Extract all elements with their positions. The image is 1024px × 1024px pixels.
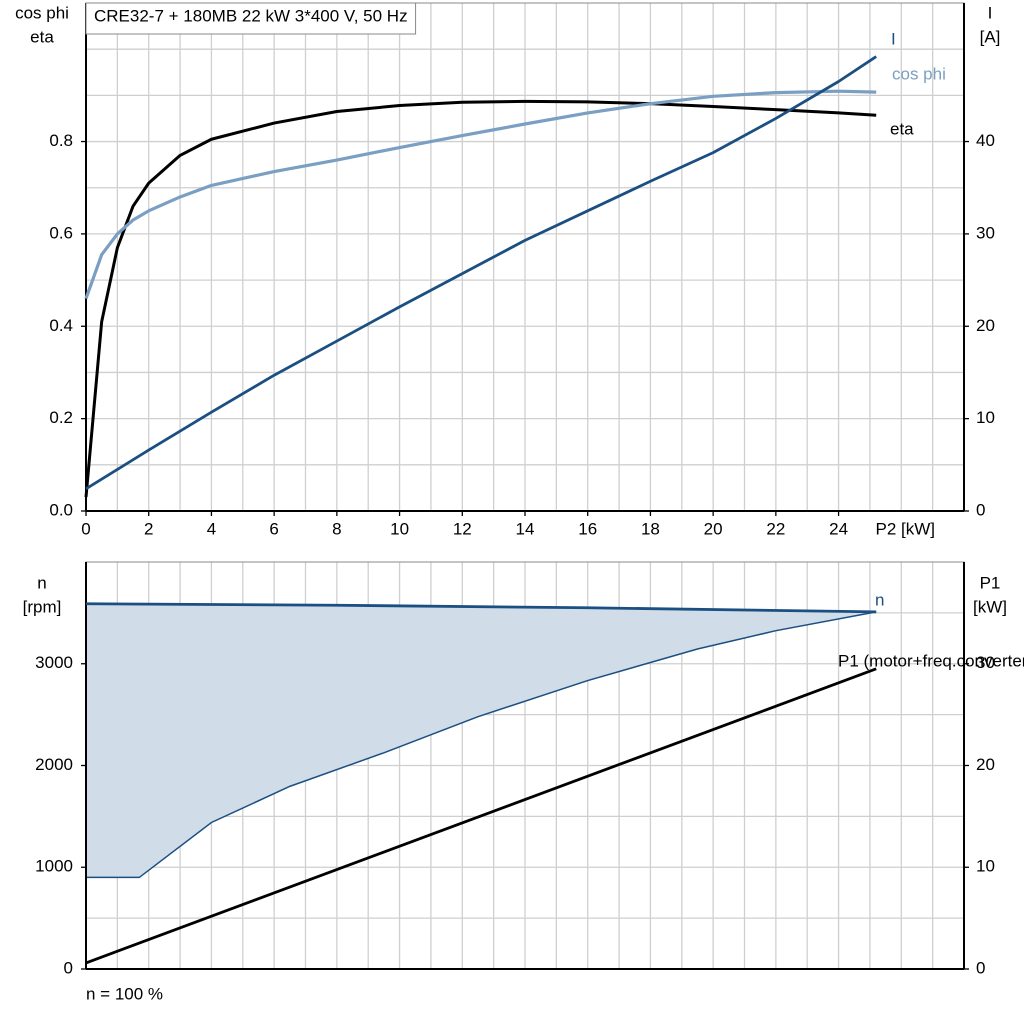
- series-label: eta: [890, 119, 914, 138]
- y2-tick-label: 20: [976, 755, 995, 774]
- y2-axis-label: I: [988, 3, 993, 22]
- y-tick-label: 3000: [35, 653, 73, 672]
- x-tick-label: 2: [144, 519, 153, 538]
- x-tick-label: 16: [578, 519, 597, 538]
- y-axis-label: cos phi: [15, 3, 69, 22]
- y2-tick-label: 30: [976, 223, 995, 242]
- x-tick-label: 12: [453, 519, 472, 538]
- series-label: P1 (motor+freq.converter): [838, 651, 1024, 670]
- series-line: [85, 602, 877, 614]
- y-tick-label: 0.0: [49, 500, 73, 519]
- y2-tick-label: 20: [976, 316, 995, 335]
- y2-tick-label: 0: [976, 958, 985, 977]
- y-axis-label: [rpm]: [23, 597, 62, 616]
- y-tick-label: 0.8: [49, 131, 73, 150]
- y-axis-label: n: [37, 573, 46, 592]
- y2-tick-label: 10: [976, 408, 995, 427]
- series-label: I: [891, 29, 896, 48]
- y2-tick-label: 0: [976, 500, 985, 519]
- x-tick-label: 0: [81, 519, 90, 538]
- x-axis-label: P2 [kW]: [876, 519, 936, 538]
- chart-title: CRE32-7 + 180MB 22 kW 3*400 V, 50 Hz: [94, 6, 408, 25]
- x-tick-label: 22: [766, 519, 785, 538]
- y2-axis-label: P1: [980, 573, 1001, 592]
- series-label: n: [875, 590, 884, 609]
- x-tick-label: 18: [641, 519, 660, 538]
- x-tick-label: 24: [829, 519, 848, 538]
- y-tick-label: 2000: [35, 755, 73, 774]
- y-tick-label: 0: [64, 958, 73, 977]
- series-label: cos phi: [892, 64, 946, 83]
- x-tick-label: 20: [704, 519, 723, 538]
- x-tick-label: 4: [207, 519, 216, 538]
- title-box: [85, 2, 417, 35]
- note: n = 100 %: [86, 984, 163, 1003]
- min-speed-line: [86, 611, 877, 879]
- x-tick-label: 10: [390, 519, 409, 538]
- y2-tick-label: 40: [976, 131, 995, 150]
- series-line: [84, 99, 877, 498]
- series-line: [84, 89, 877, 300]
- y2-tick-label: 30: [976, 653, 995, 672]
- speed-range-area: [86, 603, 877, 878]
- x-tick-label: 14: [516, 519, 535, 538]
- y2-tick-label: 10: [976, 857, 995, 876]
- y2-axis-label: [kW]: [973, 597, 1007, 616]
- x-tick-label: 8: [332, 519, 341, 538]
- series-line: [85, 55, 877, 491]
- y2-axis-label: [A]: [980, 27, 1001, 46]
- y-tick-label: 0.4: [49, 316, 73, 335]
- series-line: [85, 667, 877, 965]
- y-axis-label: eta: [30, 27, 54, 46]
- y-tick-label: 1000: [35, 857, 73, 876]
- y-tick-label: 0.6: [49, 223, 73, 242]
- y-tick-label: 0.2: [49, 408, 73, 427]
- x-tick-label: 6: [269, 519, 278, 538]
